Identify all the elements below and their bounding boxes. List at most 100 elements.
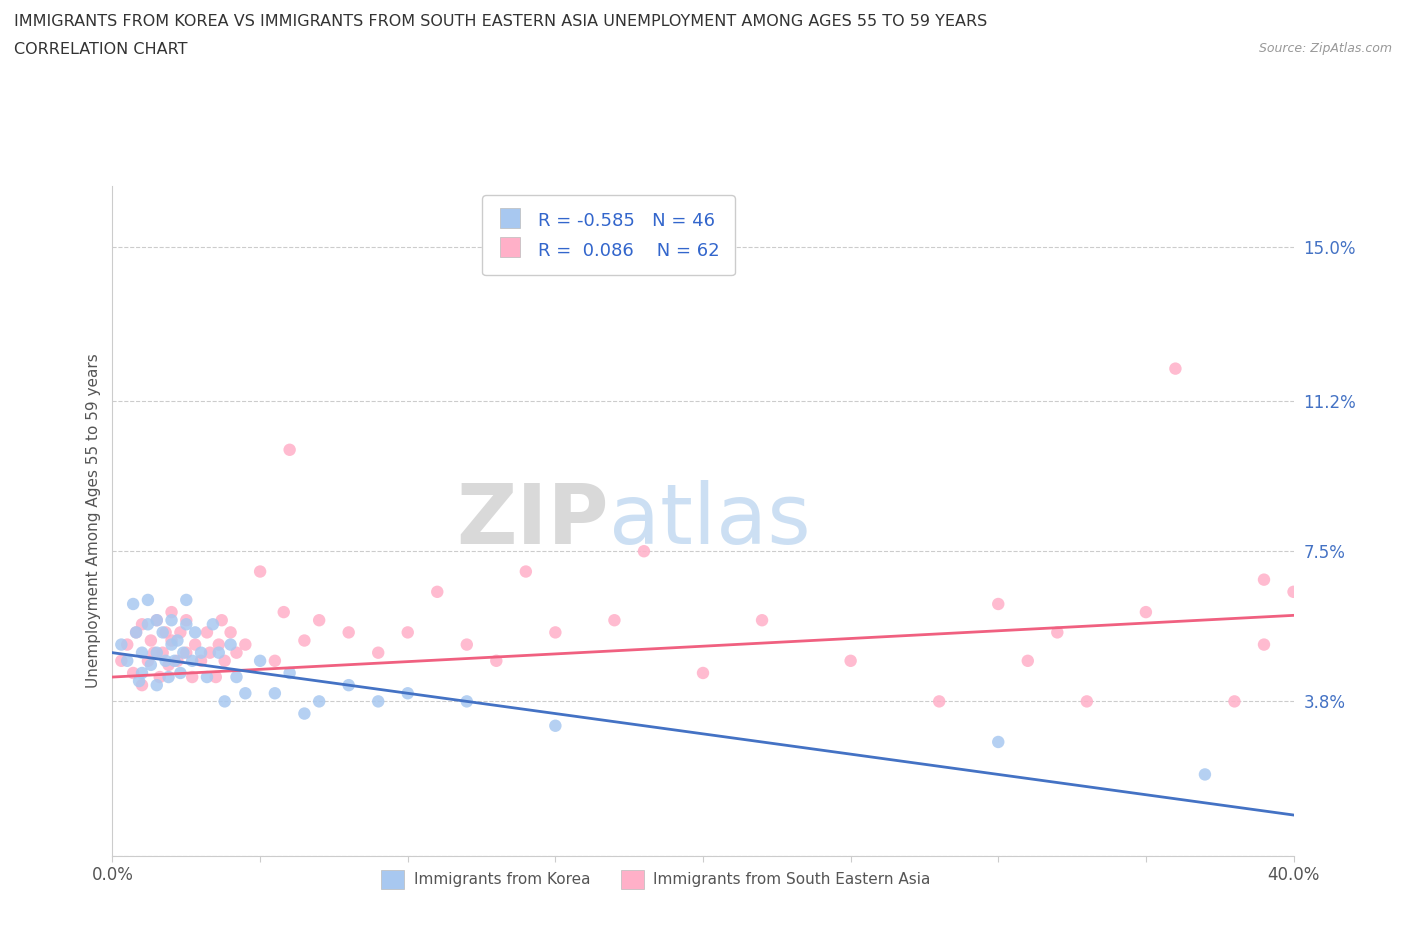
Point [110, 654, 132, 669]
Text: Source: ZipAtlas.com: Source: ZipAtlas.com [1258, 42, 1392, 55]
Point [1046, 625, 1069, 640]
Point [544, 718, 567, 733]
Point [136, 654, 159, 669]
Point [249, 565, 271, 579]
Point [928, 694, 950, 709]
Point [157, 658, 180, 672]
Point [166, 654, 188, 669]
Point [987, 735, 1010, 750]
Point [292, 633, 315, 648]
Point [337, 678, 360, 693]
Point [205, 670, 228, 684]
Point [169, 625, 191, 640]
Point [225, 645, 247, 660]
Point [839, 654, 862, 669]
Point [160, 633, 183, 648]
Point [195, 670, 218, 684]
Point [174, 645, 197, 660]
Point [131, 645, 153, 660]
Point [208, 637, 231, 652]
Point [139, 658, 162, 672]
Point [1194, 767, 1216, 782]
Point [174, 617, 197, 631]
Point [1135, 604, 1157, 619]
Point [117, 654, 138, 669]
Point [219, 637, 242, 652]
Point [1076, 694, 1098, 709]
Point [122, 596, 145, 611]
Point [152, 645, 174, 660]
Text: ZIP: ZIP [456, 480, 609, 562]
Point [166, 633, 188, 648]
Point [264, 685, 287, 700]
Point [169, 666, 191, 681]
Point [146, 645, 169, 660]
Point [456, 637, 478, 652]
Point [181, 654, 204, 669]
Point [292, 706, 315, 721]
Point [155, 654, 177, 669]
Text: atlas: atlas [609, 480, 810, 562]
Point [515, 565, 537, 579]
Point [1223, 694, 1246, 709]
Point [142, 645, 165, 660]
Point [163, 654, 186, 669]
Point [233, 637, 256, 652]
Point [308, 613, 330, 628]
Point [264, 654, 287, 669]
Point [184, 637, 207, 652]
Point [278, 443, 301, 458]
Point [1164, 361, 1187, 376]
Point [211, 613, 233, 628]
Point [1253, 572, 1275, 587]
Point [603, 613, 626, 628]
Point [426, 584, 449, 599]
Point [1282, 584, 1305, 599]
Point [136, 617, 159, 631]
Point [208, 645, 231, 660]
Point [184, 625, 207, 640]
Point [198, 645, 221, 660]
Point [160, 604, 183, 619]
Point [190, 645, 212, 660]
Point [110, 637, 132, 652]
Y-axis label: Unemployment Among Ages 55 to 59 years: Unemployment Among Ages 55 to 59 years [86, 353, 101, 688]
Point [122, 666, 145, 681]
Point [692, 666, 714, 681]
Point [987, 596, 1010, 611]
Point [367, 694, 389, 709]
Text: CORRELATION CHART: CORRELATION CHART [14, 42, 187, 57]
Point [160, 613, 183, 628]
Point [117, 637, 138, 652]
Point [149, 670, 172, 684]
Point [146, 678, 169, 693]
Point [273, 604, 295, 619]
Point [1253, 637, 1275, 652]
Point [136, 592, 159, 607]
Point [396, 625, 419, 640]
Point [128, 673, 150, 688]
Point [157, 670, 180, 684]
Point [174, 613, 197, 628]
Point [214, 694, 236, 709]
Point [544, 625, 567, 640]
Point [125, 625, 148, 640]
Point [131, 678, 153, 693]
Point [152, 625, 174, 640]
Point [160, 637, 183, 652]
Point [278, 666, 301, 681]
Point [174, 592, 197, 607]
Point [125, 625, 148, 640]
Point [181, 670, 204, 684]
Point [337, 625, 360, 640]
Point [485, 654, 508, 669]
Point [131, 617, 153, 631]
Point [219, 625, 242, 640]
Point [172, 645, 194, 660]
Point [146, 613, 169, 628]
Point [1017, 654, 1039, 669]
Point [201, 617, 224, 631]
Point [131, 666, 153, 681]
Point [308, 694, 330, 709]
Point [249, 654, 271, 669]
